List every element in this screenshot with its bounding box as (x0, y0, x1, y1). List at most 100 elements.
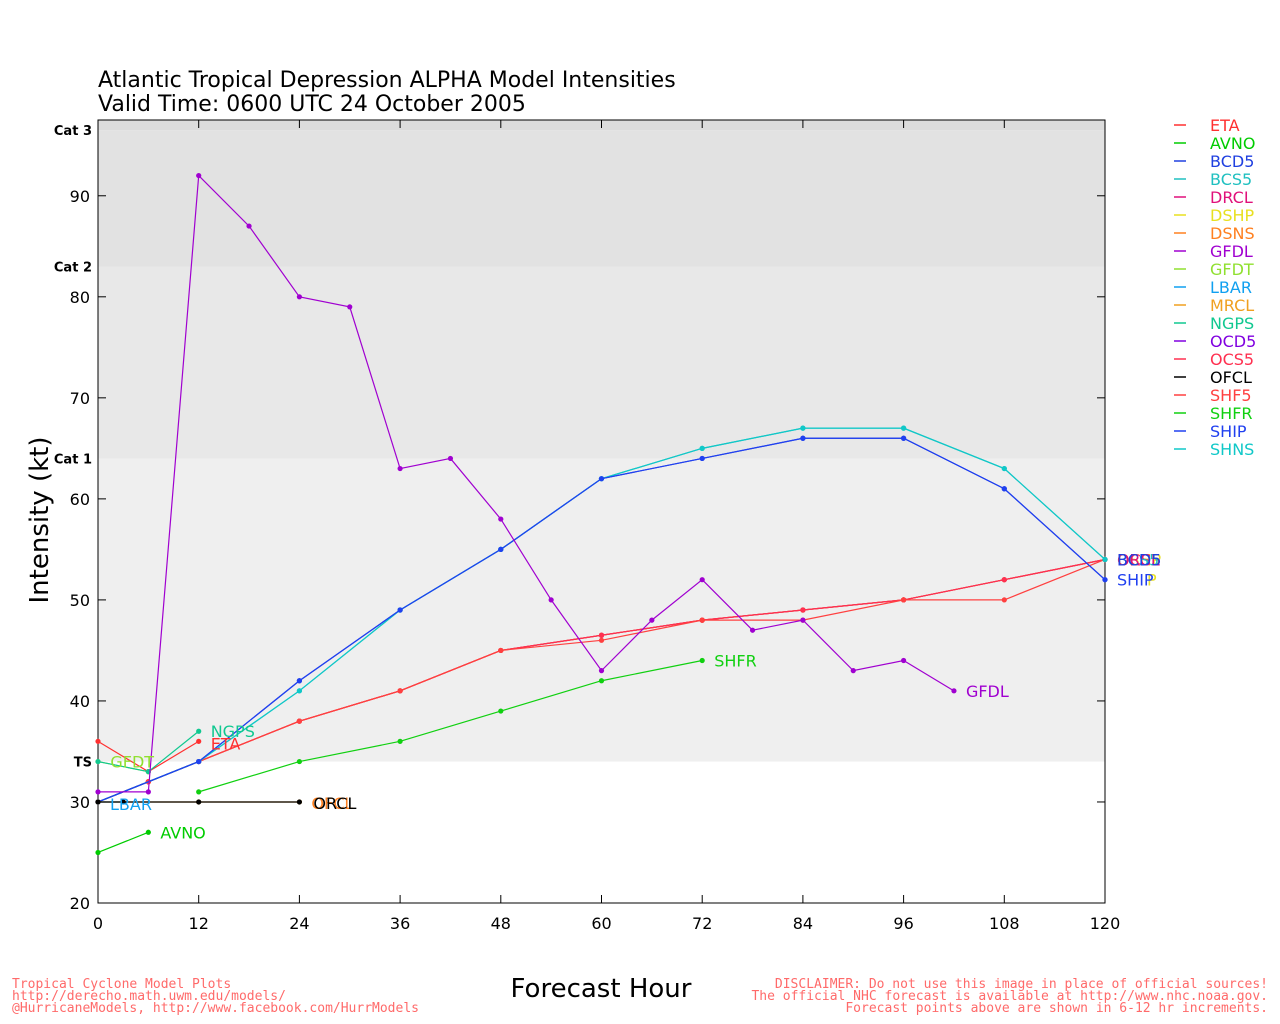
data-point-shf5 (397, 688, 403, 694)
data-point-shns (1102, 556, 1108, 563)
model-label-avno: AVNO (160, 823, 205, 842)
data-point-ship (196, 758, 202, 765)
data-point-shf5 (699, 617, 705, 623)
data-point-shns (1001, 465, 1007, 472)
band-label: TS (74, 756, 92, 771)
data-point-eta (196, 738, 202, 744)
y-tick-label: 50 (70, 591, 90, 610)
model-label-bcd5: BCD5 (1117, 550, 1161, 569)
legend-entry-shf5: SHF5 (1210, 386, 1252, 405)
data-point-gfdl (749, 627, 756, 633)
series-avno (95, 829, 151, 856)
data-point-ship (1102, 577, 1108, 583)
y-axis-ticks: 20 30 40 50 60 70 80 90 (70, 187, 1105, 913)
model-label-ship: SHIP (1117, 571, 1154, 590)
y-axis-label: Intensity (kt) (25, 437, 55, 604)
data-point-gfdl (850, 668, 856, 674)
y-tick-label: 80 (70, 288, 90, 307)
data-point-shf5 (901, 597, 907, 603)
data-point-ngps (95, 758, 101, 765)
x-tick-label: 96 (893, 914, 913, 933)
x-tick-label: 84 (793, 914, 813, 933)
data-point-gfdl (347, 304, 353, 310)
model-label-gfdt: GFDT (110, 753, 154, 772)
footer-right-line1: DISCLAIMER: Do not use this image in pla… (775, 977, 1268, 992)
data-point-gfdl (95, 789, 101, 795)
model-label-orcl: ORCL (313, 794, 356, 813)
legend-entry-ofcl: OFCL (1210, 368, 1252, 387)
data-point-gfdl (951, 688, 957, 694)
x-tick-label: 12 (189, 914, 209, 933)
data-point-shfr (498, 708, 504, 714)
band-ts (98, 458, 1105, 762)
data-point-ship (699, 455, 705, 462)
legend-entry-ocd5: OCD5 (1210, 332, 1256, 351)
y-tick-label: 90 (70, 187, 90, 206)
chart-title: Atlantic Tropical Depression ALPHA Model… (98, 68, 676, 93)
x-axis-label: Forecast Hour (511, 974, 692, 1004)
y-tick-label: 40 (70, 692, 90, 711)
footer-left-line2: http://derecho.math.uwm.edu/models/ (12, 989, 286, 1004)
data-point-shfr (196, 789, 202, 795)
legend-entry-lbar: LBAR (1210, 278, 1252, 297)
model-label-ocs5: OCS5 (1117, 550, 1161, 569)
data-point-shfr (296, 758, 302, 765)
x-axis-ticks: 0 12 24 36 48 60 72 84 96 108 120 (93, 120, 1120, 933)
x-tick-label: 0 (93, 914, 103, 933)
data-point-shf5 (498, 647, 504, 654)
data-point-gfdl (246, 223, 252, 229)
legend-entry-eta: ETA (1210, 116, 1240, 135)
data-point-shfr (699, 657, 705, 664)
data-point-shns (296, 688, 302, 694)
series-layer (95, 172, 1108, 856)
band-label: Cat 3 (54, 124, 92, 139)
model-label-drcl: DRCL (1117, 550, 1160, 569)
model-label-ngps: NGPS (211, 722, 255, 741)
legend-entry-ship: SHIP (1210, 422, 1247, 441)
legend-entry-shfr: SHFR (1210, 404, 1253, 423)
data-point-gfdl (649, 617, 655, 623)
series-line-gfdl (98, 174, 955, 793)
data-point-shfr (397, 738, 403, 744)
x-tick-label: 108 (989, 914, 1020, 933)
data-point-shns (699, 445, 705, 451)
data-point-shf5 (1001, 597, 1007, 603)
data-point-gfdl (196, 172, 202, 179)
data-point-ship (1001, 486, 1007, 492)
band-cat-1 (98, 266, 1105, 459)
data-point-shf5 (296, 718, 302, 724)
data-point-ship (598, 476, 605, 482)
x-tick-label: 60 (591, 914, 611, 933)
legend-entry-gfdl: GFDL (1210, 242, 1253, 261)
legend-entry-avno: AVNO (1210, 134, 1255, 153)
model-label-p: P (1147, 571, 1157, 590)
series-line-shfr (198, 659, 703, 793)
x-tick-label: 120 (1090, 914, 1121, 933)
data-point-gfdl (145, 789, 151, 795)
legend-entry-gfdt: GFDT (1210, 260, 1254, 279)
model-label-shfr: SHFR (714, 652, 757, 671)
legend-entry-dsns: DSNS (1210, 224, 1255, 243)
data-point-avno (145, 829, 151, 835)
data-point-shfr (598, 678, 605, 684)
data-point-ship (901, 435, 907, 441)
data-point-ngps (196, 728, 202, 734)
data-point-ocs5 (598, 632, 605, 638)
data-point-ofcl (120, 799, 126, 805)
model-label-bcs5: BCS5 (1117, 550, 1159, 569)
data-point-gfdl (901, 657, 907, 664)
data-point-gfdl (498, 516, 504, 522)
legend-entry-ngps: NGPS (1210, 314, 1254, 333)
footer-right-line3: Forecast points above are shown in 6-12 … (845, 1001, 1268, 1016)
data-point-shns (901, 425, 907, 431)
data-point-ship (296, 678, 302, 684)
legend-entry-dshp: DSHP (1210, 206, 1255, 225)
chart-subtitle: Valid Time: 0600 UTC 24 October 2005 (98, 92, 526, 117)
model-label-eta: ETA (211, 734, 241, 753)
legend: ETAAVNOBCD5BCS5DRCLDSHPDSNSGFDLGFDTLBARM… (1174, 116, 1256, 459)
band-label: Cat 2 (54, 260, 92, 275)
legend-entry-shns: SHNS (1210, 440, 1254, 459)
data-point-ocs5 (1001, 577, 1007, 583)
model-label-dshp: DSHP (1117, 550, 1162, 569)
